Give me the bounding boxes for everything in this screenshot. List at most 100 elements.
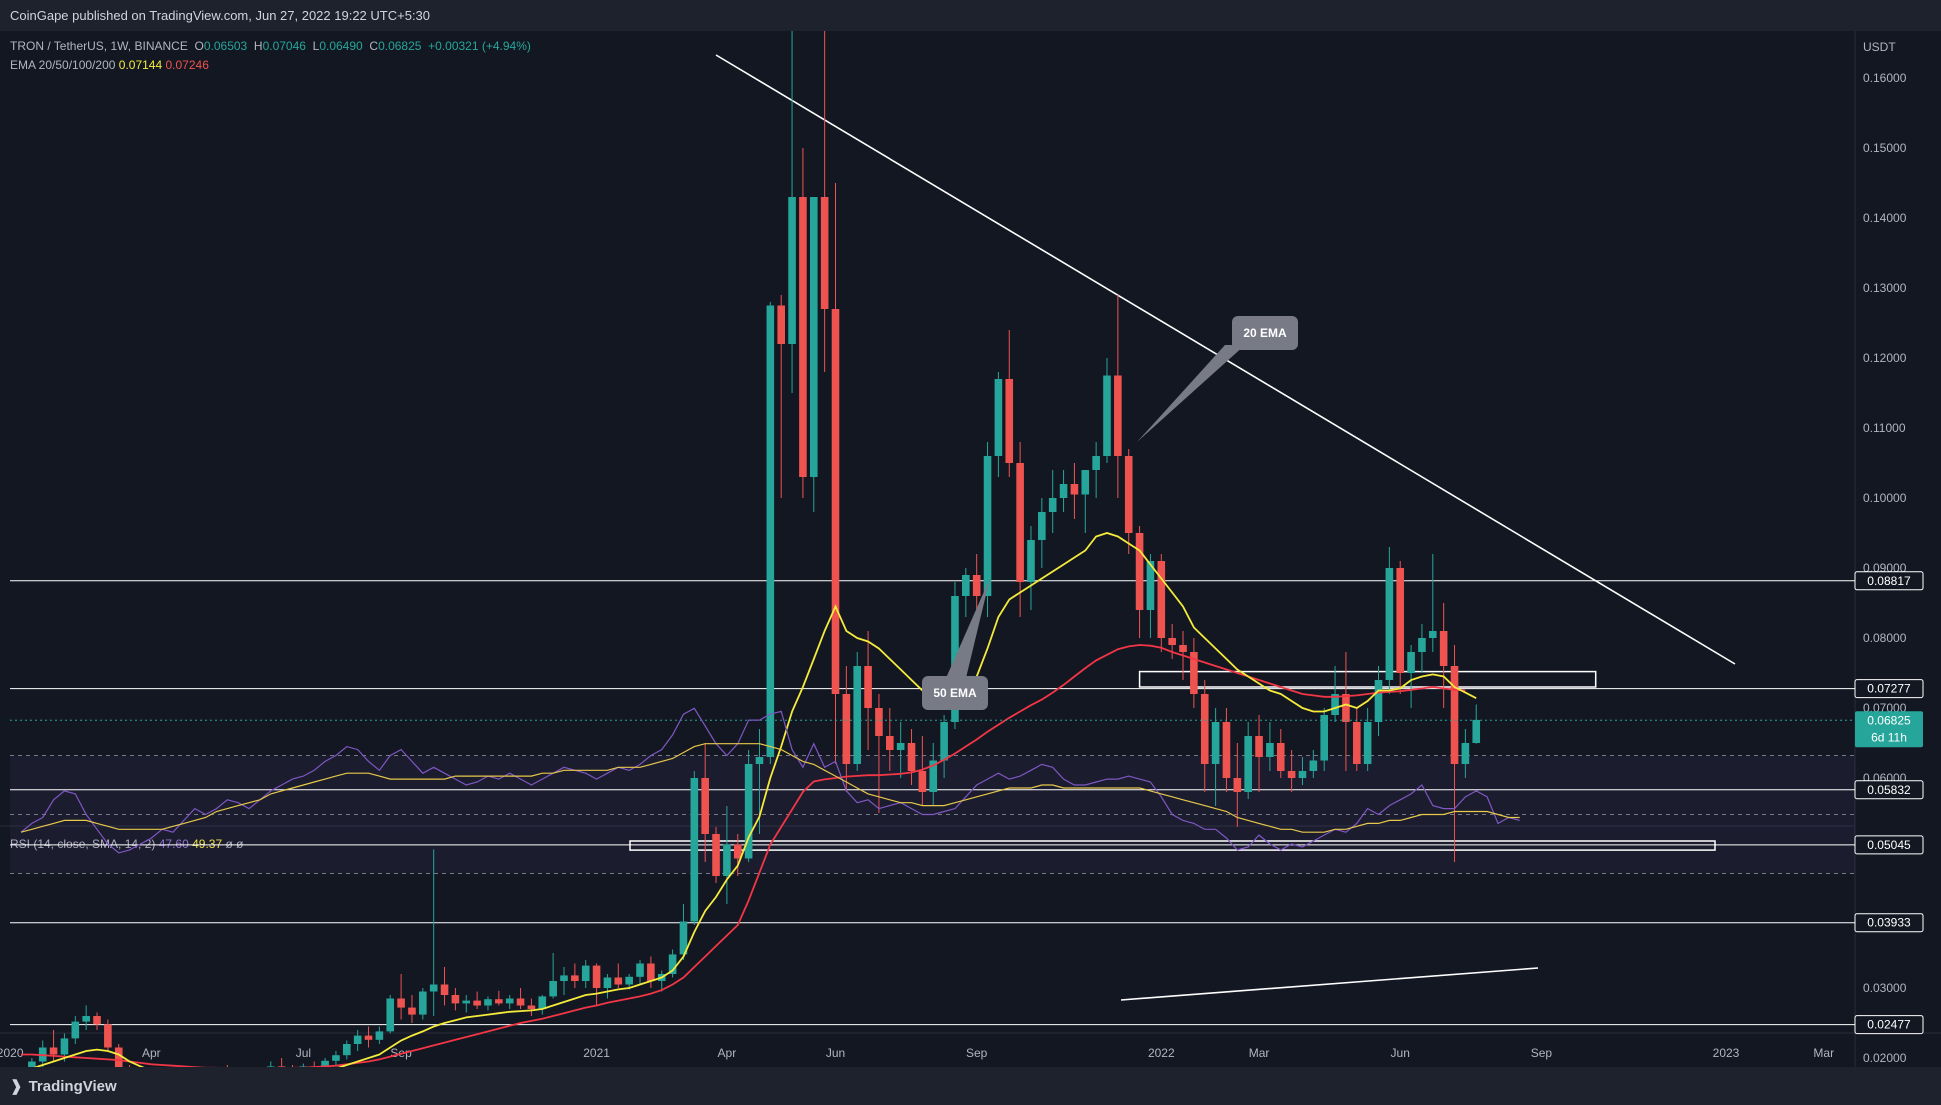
ema-label[interactable]: EMA 20/50/100/200: [10, 58, 116, 72]
candle-body: [375, 1031, 384, 1040]
candle-body: [799, 197, 807, 477]
candle-body: [929, 760, 938, 792]
candle-body: [299, 1066, 308, 1067]
level-price-label: 0.03933: [1867, 916, 1911, 930]
x-tick-label: Sep: [1531, 1046, 1553, 1060]
x-tick-label: 2021: [583, 1046, 610, 1060]
ema20-line: [33, 532, 1477, 1067]
candle-body: [1016, 463, 1024, 582]
price-chart[interactable]: USDT0.170000.160000.150000.140000.130000…: [0, 31, 1941, 1067]
candle-body: [690, 778, 699, 922]
candle-body: [896, 743, 905, 750]
candle-body: [788, 197, 796, 344]
candle-body: [1320, 715, 1328, 761]
symbol-title[interactable]: TRON / TetherUS, 1W, BINANCE: [10, 39, 188, 53]
candle-body: [994, 379, 1003, 456]
y-tick-label: 0.08000: [1863, 631, 1907, 645]
level-price-label: 0.08817: [1867, 574, 1911, 588]
y-tick-label: 0.03000: [1863, 981, 1907, 995]
candle-body: [1005, 379, 1014, 463]
candle-body: [82, 1016, 90, 1022]
level-price-tag: [1854, 835, 1924, 855]
candle-body: [1472, 719, 1481, 743]
ema50-callout-pointer: [946, 578, 990, 678]
candle-body: [875, 708, 883, 736]
candle-body: [549, 981, 557, 997]
candle-body: [321, 1060, 329, 1067]
y-tick-label: 0.12000: [1863, 351, 1907, 365]
candle-body: [1027, 540, 1035, 582]
candle-body: [918, 771, 927, 792]
candle-body: [419, 991, 427, 1015]
current-price-label: 0.06825: [1867, 713, 1911, 727]
candle-body: [820, 197, 829, 309]
candle-body: [266, 1066, 275, 1067]
candle-body: [1429, 631, 1437, 638]
candle-body: [1038, 512, 1046, 540]
candle-body: [1146, 561, 1155, 610]
candle-body: [1048, 498, 1057, 512]
rsi-sma-value: 49.37: [192, 837, 223, 851]
x-tick-label: 2020: [0, 1046, 24, 1060]
y-tick-label: 0.15000: [1863, 141, 1907, 155]
candle-body: [983, 456, 992, 596]
ema-legend: EMA 20/50/100/200 0.07144 0.07246: [10, 58, 209, 72]
candle-body: [353, 1035, 362, 1044]
candle-body: [962, 575, 970, 596]
x-tick-label: Jul: [296, 1046, 311, 1060]
candle-body: [451, 995, 460, 1004]
candle-body: [581, 965, 590, 981]
candle-body: [853, 666, 862, 764]
candle-body: [1233, 778, 1242, 792]
x-tick-label: 2022: [1148, 1046, 1175, 1060]
candle-body: [28, 1061, 36, 1067]
candle-body: [1396, 568, 1405, 673]
candle-body: [1059, 484, 1068, 498]
candle-body: [1179, 645, 1187, 652]
supply-zone: [1138, 670, 1597, 688]
callout-label: 20 EMA: [1243, 326, 1287, 340]
price-axis: [1855, 31, 1941, 1067]
candle-body: [49, 1047, 58, 1055]
level-price-tag: [1854, 1015, 1924, 1035]
x-tick-label: Apr: [142, 1046, 161, 1060]
candle-body: [831, 309, 840, 694]
candle-body: [592, 965, 601, 988]
demand-zone: [629, 840, 1716, 851]
rsi-legend: RSI (14, close, SMA, 14, 2) 47.60 49.37 …: [10, 837, 244, 851]
candle-body: [1222, 722, 1231, 778]
candle-body: [723, 844, 731, 876]
candle-body: [1385, 568, 1394, 680]
candle-body: [495, 999, 503, 1004]
candle-body: [397, 998, 405, 1008]
level-price-label: 0.05045: [1867, 838, 1911, 852]
level-price-tag: [1854, 679, 1924, 699]
candle-body: [473, 1000, 481, 1006]
close-value: 0.06825: [378, 39, 422, 53]
candle-body: [1157, 561, 1166, 638]
y-tick-label: 0.02000: [1863, 1051, 1907, 1065]
candle-body: [1092, 456, 1100, 470]
candle-body: [1211, 722, 1220, 764]
candle-body: [1135, 533, 1144, 610]
candle-body: [1331, 694, 1339, 715]
ema20-callout: [1232, 316, 1298, 350]
candle-body: [809, 197, 818, 477]
tradingview-logo[interactable]: ❱ TradingView: [10, 1078, 117, 1095]
candle-body: [701, 778, 709, 834]
candle-body: [1309, 760, 1318, 771]
x-tick-label: Mar: [1813, 1046, 1834, 1060]
open-value: 0.06503: [203, 39, 248, 53]
rsi-label[interactable]: RSI (14, close, SMA, 14, 2): [10, 837, 156, 851]
candle-body: [1168, 638, 1176, 645]
candle-body: [907, 743, 916, 771]
candle-body: [429, 984, 438, 992]
low-value: 0.06490: [319, 39, 363, 53]
ema50-value: 0.07246: [165, 58, 209, 72]
candle-body: [538, 996, 547, 1009]
candle-body: [886, 736, 894, 750]
candle-body: [516, 998, 525, 1006]
y-tick-label: 0.13000: [1863, 281, 1907, 295]
candle-body: [1114, 375, 1122, 456]
candle-body: [864, 666, 872, 708]
